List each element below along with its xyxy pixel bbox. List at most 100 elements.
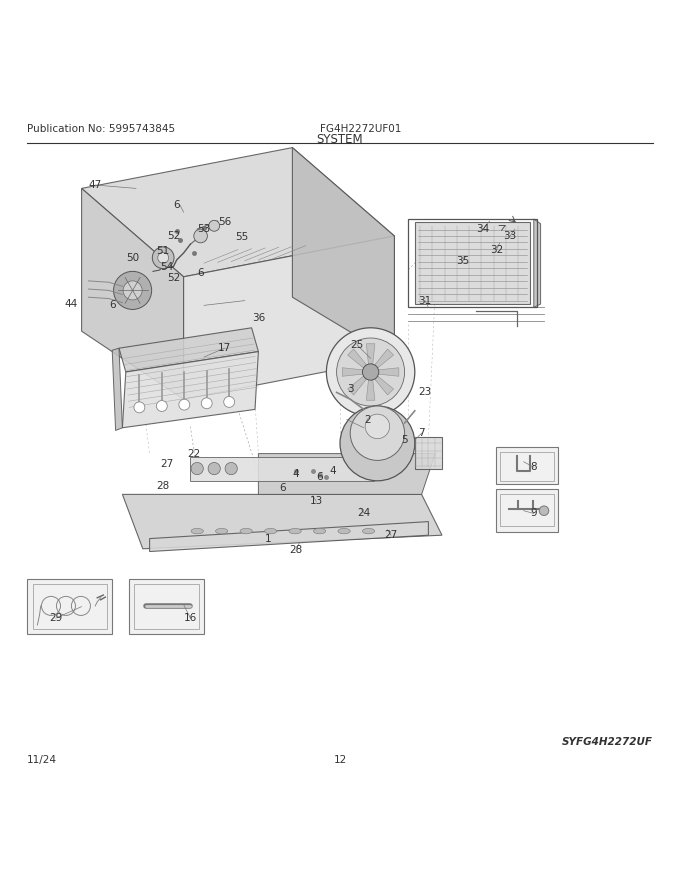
Polygon shape xyxy=(82,188,184,400)
Text: 5: 5 xyxy=(401,435,408,445)
Polygon shape xyxy=(347,349,367,369)
Polygon shape xyxy=(367,344,375,365)
Text: 55: 55 xyxy=(235,232,248,242)
Ellipse shape xyxy=(313,528,326,534)
Text: 25: 25 xyxy=(350,340,364,349)
Text: 50: 50 xyxy=(126,253,139,263)
Polygon shape xyxy=(190,457,374,480)
Circle shape xyxy=(225,463,237,474)
Text: 22: 22 xyxy=(187,449,201,458)
Polygon shape xyxy=(122,495,442,549)
Text: 11/24: 11/24 xyxy=(27,755,57,765)
Polygon shape xyxy=(374,349,394,369)
Circle shape xyxy=(350,406,405,460)
Ellipse shape xyxy=(289,528,301,534)
Text: 2: 2 xyxy=(364,414,371,424)
Ellipse shape xyxy=(362,528,375,534)
Circle shape xyxy=(340,406,415,480)
Text: 17: 17 xyxy=(218,343,231,353)
Circle shape xyxy=(123,281,142,300)
Text: 16: 16 xyxy=(184,613,197,623)
Polygon shape xyxy=(374,375,394,395)
Text: 36: 36 xyxy=(252,312,265,323)
Ellipse shape xyxy=(265,528,277,534)
Text: 47: 47 xyxy=(88,180,102,190)
Polygon shape xyxy=(119,327,258,372)
Ellipse shape xyxy=(240,528,252,534)
Text: 56: 56 xyxy=(218,217,231,227)
Polygon shape xyxy=(377,368,399,377)
Text: 54: 54 xyxy=(160,261,173,272)
Text: 35: 35 xyxy=(456,256,469,266)
Text: 6: 6 xyxy=(279,482,286,493)
Ellipse shape xyxy=(216,528,228,534)
Text: 6: 6 xyxy=(197,268,204,278)
Polygon shape xyxy=(122,352,258,428)
Text: 31: 31 xyxy=(418,296,432,305)
Polygon shape xyxy=(347,375,367,395)
Text: 52: 52 xyxy=(167,273,180,283)
Ellipse shape xyxy=(338,528,350,534)
Text: 29: 29 xyxy=(49,613,63,623)
Polygon shape xyxy=(415,436,442,468)
Circle shape xyxy=(194,229,207,243)
Text: 28: 28 xyxy=(156,481,170,491)
Polygon shape xyxy=(112,348,122,430)
Text: 13: 13 xyxy=(309,496,323,506)
Circle shape xyxy=(365,414,390,438)
Text: 34: 34 xyxy=(476,224,490,234)
Circle shape xyxy=(134,402,145,413)
Text: 4: 4 xyxy=(292,469,299,479)
Text: 23: 23 xyxy=(418,387,432,398)
Circle shape xyxy=(326,327,415,416)
Text: 44: 44 xyxy=(65,299,78,309)
Circle shape xyxy=(158,253,169,263)
Text: 51: 51 xyxy=(156,246,170,256)
Polygon shape xyxy=(534,219,541,307)
Circle shape xyxy=(179,400,190,410)
Circle shape xyxy=(191,463,203,474)
Polygon shape xyxy=(27,579,112,634)
Circle shape xyxy=(152,247,174,268)
Text: 28: 28 xyxy=(289,545,303,555)
Text: 52: 52 xyxy=(167,231,180,241)
Circle shape xyxy=(201,398,212,408)
Text: 33: 33 xyxy=(503,231,517,241)
Text: 12: 12 xyxy=(333,755,347,765)
Text: 53: 53 xyxy=(197,224,211,234)
Polygon shape xyxy=(292,148,394,358)
Text: 24: 24 xyxy=(357,508,371,517)
Circle shape xyxy=(208,463,220,474)
Text: 4: 4 xyxy=(330,466,337,475)
Circle shape xyxy=(156,400,167,412)
Polygon shape xyxy=(367,378,375,400)
Polygon shape xyxy=(258,453,435,495)
Polygon shape xyxy=(129,579,204,634)
Polygon shape xyxy=(82,148,394,277)
Text: 27: 27 xyxy=(160,458,173,469)
Text: 6: 6 xyxy=(316,473,323,482)
Polygon shape xyxy=(496,489,558,532)
Polygon shape xyxy=(415,223,530,304)
Polygon shape xyxy=(496,447,558,484)
Text: 8: 8 xyxy=(530,462,537,473)
Circle shape xyxy=(539,506,549,516)
Polygon shape xyxy=(342,368,364,377)
Text: 1: 1 xyxy=(265,533,272,544)
Circle shape xyxy=(224,397,235,407)
Text: 3: 3 xyxy=(347,384,354,394)
Polygon shape xyxy=(150,522,428,552)
Circle shape xyxy=(114,271,152,310)
Circle shape xyxy=(362,363,379,380)
Text: 6: 6 xyxy=(109,300,116,311)
Text: 7: 7 xyxy=(418,429,425,438)
Text: 32: 32 xyxy=(490,245,503,254)
Text: FG4H2272UF01: FG4H2272UF01 xyxy=(320,124,401,135)
Circle shape xyxy=(209,220,220,231)
Text: SYFG4H2272UF: SYFG4H2272UF xyxy=(562,737,653,747)
Ellipse shape xyxy=(191,528,203,534)
Circle shape xyxy=(337,338,405,406)
Polygon shape xyxy=(184,236,394,400)
Text: 6: 6 xyxy=(173,201,180,210)
Text: Publication No: 5995743845: Publication No: 5995743845 xyxy=(27,124,175,135)
